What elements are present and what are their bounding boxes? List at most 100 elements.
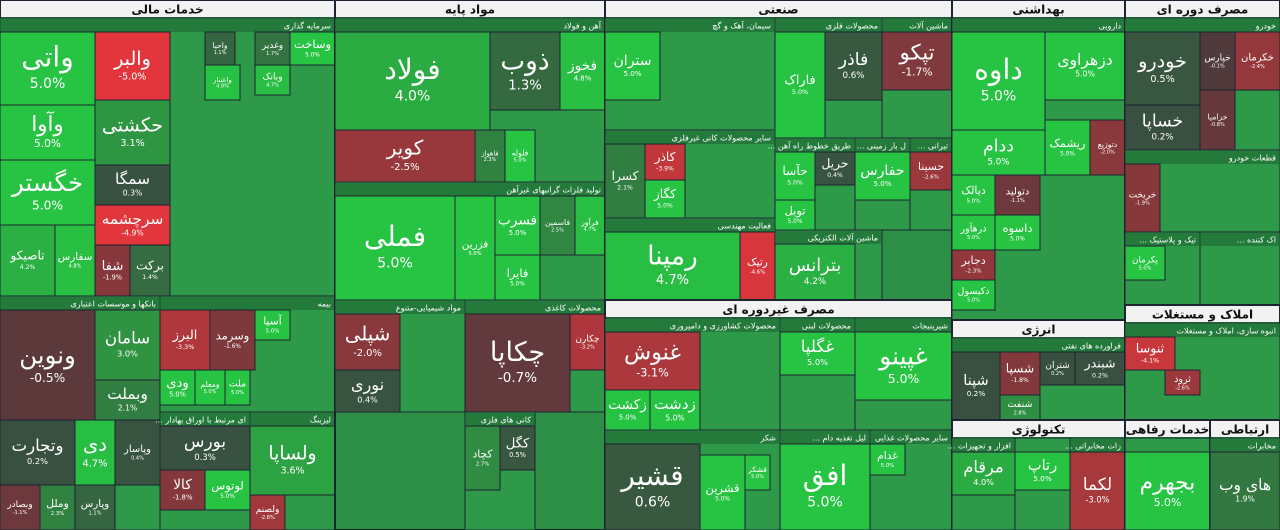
sector-title: ماشین آلات (909, 21, 948, 31)
tile[interactable] (454, 195, 496, 301)
tile[interactable] (644, 143, 686, 181)
tile-value: -0.8% (1210, 122, 1225, 128)
tile[interactable] (994, 214, 1041, 251)
tile[interactable] (1199, 89, 1236, 151)
tile[interactable] (644, 179, 686, 219)
tile[interactable] (1089, 119, 1126, 176)
tile[interactable] (334, 129, 476, 183)
tile[interactable] (74, 484, 116, 530)
tile[interactable] (739, 231, 776, 301)
tile[interactable] (254, 309, 291, 341)
tile[interactable] (1124, 104, 1201, 151)
tile[interactable] (499, 425, 536, 471)
tile-name: کسرا (612, 169, 639, 184)
tile[interactable] (494, 254, 541, 301)
sector-header (466, 301, 604, 314)
tile[interactable] (39, 484, 76, 530)
tile[interactable] (334, 369, 401, 413)
tile-value: 0.2% (967, 389, 986, 398)
tile-name: دجابر (960, 254, 985, 267)
tile[interactable] (1164, 369, 1201, 396)
tile[interactable] (699, 454, 746, 530)
tile[interactable] (94, 379, 161, 421)
tile[interactable] (0, 224, 56, 297)
tile[interactable] (951, 279, 996, 311)
tile[interactable] (474, 129, 506, 183)
tile[interactable] (951, 351, 1001, 421)
tile[interactable] (1124, 31, 1201, 106)
tile[interactable] (289, 31, 336, 66)
tile[interactable] (249, 425, 336, 496)
tile[interactable] (224, 369, 251, 406)
tile[interactable] (559, 31, 606, 111)
tile[interactable] (494, 195, 541, 256)
tile[interactable] (1124, 245, 1166, 281)
tile[interactable] (204, 64, 241, 101)
group-title: تکنولوژی (1012, 423, 1066, 438)
tile-value: 1.1% (214, 50, 227, 56)
tile[interactable] (334, 313, 401, 371)
tile[interactable] (814, 151, 856, 186)
tile[interactable] (539, 195, 576, 256)
tile[interactable] (869, 443, 906, 476)
tile[interactable] (1124, 336, 1176, 371)
tile[interactable] (779, 331, 856, 376)
tile-value: -0.7% (498, 370, 537, 386)
tile[interactable] (604, 331, 701, 391)
tile[interactable] (464, 313, 571, 413)
tile[interactable] (744, 454, 771, 491)
tile[interactable] (1074, 351, 1126, 386)
tile[interactable] (1014, 451, 1071, 491)
tile[interactable] (994, 174, 1041, 216)
tile[interactable] (334, 195, 456, 301)
tile-name: ونوین (19, 340, 76, 369)
tile[interactable] (209, 309, 256, 371)
tile[interactable] (1124, 163, 1161, 233)
tile[interactable] (464, 425, 501, 491)
tile[interactable] (334, 31, 491, 131)
tile[interactable] (204, 469, 251, 511)
tile-value: 5.0% (510, 281, 525, 287)
tile[interactable] (1209, 451, 1280, 530)
tile[interactable] (94, 164, 171, 206)
tile[interactable] (854, 331, 953, 401)
tile-name: واعتبار (212, 76, 232, 84)
tile[interactable] (0, 419, 76, 486)
tile[interactable] (604, 31, 661, 101)
tile[interactable] (774, 31, 826, 139)
tile[interactable] (1234, 31, 1280, 91)
tile[interactable] (774, 199, 816, 231)
tile[interactable] (881, 31, 953, 91)
tile-name: فسرب (498, 213, 537, 229)
tile[interactable] (774, 243, 856, 301)
tile[interactable] (649, 389, 701, 431)
tile-name: فملی (364, 220, 426, 253)
tile-value: 5.0% (34, 138, 61, 150)
tile[interactable] (194, 369, 226, 406)
tile-value: 5.0% (220, 494, 235, 500)
tile[interactable] (94, 31, 171, 101)
group-header (1126, 306, 1279, 322)
tile[interactable] (604, 389, 651, 431)
tile[interactable] (254, 64, 291, 96)
tile-value: 5.0% (981, 88, 1017, 104)
tile-name: وملل (46, 497, 69, 510)
tile[interactable] (1044, 31, 1126, 101)
tile[interactable] (951, 129, 1046, 176)
sector-title: ل بار زمینی ... (857, 142, 906, 151)
tile[interactable] (909, 151, 953, 191)
tile[interactable] (1199, 31, 1236, 91)
tile[interactable] (604, 443, 701, 530)
tile[interactable] (204, 31, 236, 66)
tile[interactable] (249, 494, 286, 530)
tile[interactable] (951, 31, 1046, 131)
tile-name: وبصادر (6, 500, 32, 510)
tile[interactable] (94, 244, 131, 297)
tile[interactable] (489, 31, 561, 111)
tile[interactable] (94, 99, 171, 166)
tile[interactable] (854, 151, 911, 201)
tile[interactable] (604, 143, 646, 219)
tile[interactable] (129, 244, 171, 297)
tile[interactable] (504, 129, 536, 183)
tile[interactable] (951, 174, 996, 216)
